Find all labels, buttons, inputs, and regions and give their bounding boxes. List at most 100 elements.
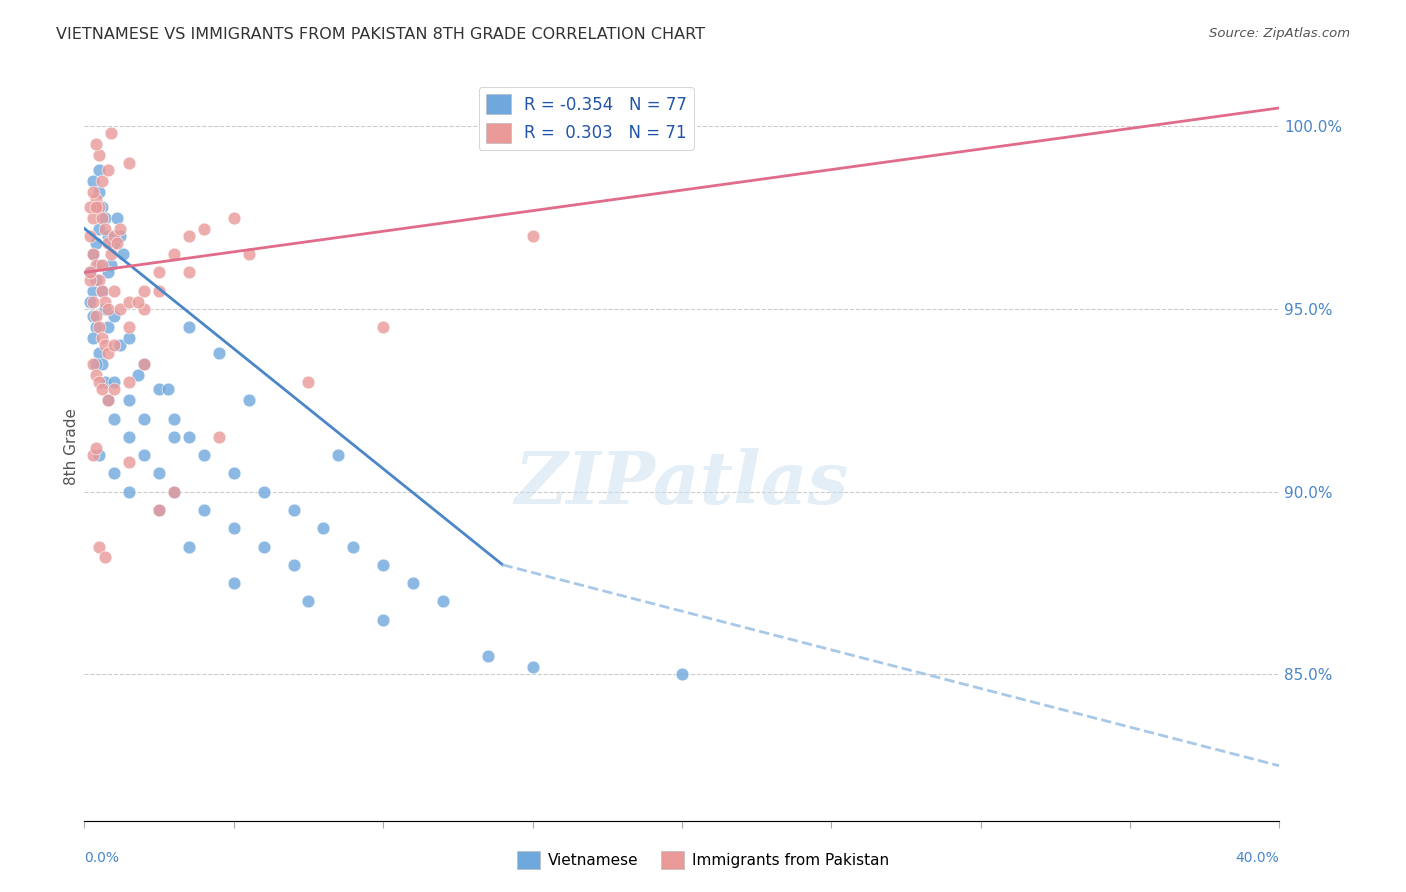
Point — [94, 221, 117, 235]
Point — [132, 301, 156, 316]
Point — [177, 540, 200, 554]
Point — [79, 200, 101, 214]
Point — [100, 127, 122, 141]
Point — [94, 550, 117, 565]
Point — [91, 357, 114, 371]
Point — [86, 137, 108, 152]
Point — [86, 258, 108, 272]
Point — [148, 467, 170, 481]
Point — [177, 430, 200, 444]
Point — [222, 467, 245, 481]
Point — [91, 174, 114, 188]
Point — [132, 357, 156, 371]
Point — [94, 294, 117, 309]
Point — [103, 411, 125, 425]
Point — [118, 294, 141, 309]
Point — [110, 301, 132, 316]
Point — [103, 228, 125, 243]
Point — [91, 382, 114, 396]
Point — [105, 211, 128, 225]
Text: 40.0%: 40.0% — [1236, 851, 1279, 865]
Point — [94, 211, 117, 225]
Point — [97, 301, 120, 316]
Point — [193, 221, 215, 235]
Point — [89, 221, 111, 235]
Point — [103, 467, 125, 481]
Point — [118, 375, 141, 389]
Point — [82, 211, 104, 225]
Point — [253, 484, 276, 499]
Point — [97, 236, 120, 251]
Point — [86, 441, 108, 455]
Point — [103, 284, 125, 298]
Point — [132, 357, 156, 371]
Point — [103, 236, 125, 251]
Point — [328, 448, 350, 462]
Point — [94, 338, 117, 352]
Point — [89, 375, 111, 389]
Point — [82, 185, 104, 199]
Point — [177, 228, 200, 243]
Point — [91, 331, 114, 345]
Point — [89, 448, 111, 462]
Point — [157, 382, 180, 396]
Point — [110, 228, 132, 243]
Point — [148, 265, 170, 279]
Point — [132, 448, 156, 462]
Point — [89, 185, 111, 199]
Point — [112, 247, 135, 261]
Point — [283, 503, 305, 517]
Point — [86, 368, 108, 382]
Point — [86, 236, 108, 251]
Point — [477, 649, 499, 664]
Point — [86, 320, 108, 334]
Legend: R = -0.354   N = 77, R =  0.303   N = 71: R = -0.354 N = 77, R = 0.303 N = 71 — [479, 87, 693, 150]
Point — [94, 375, 117, 389]
Point — [163, 484, 186, 499]
Point — [118, 393, 141, 408]
Point — [97, 393, 120, 408]
Point — [82, 294, 104, 309]
Point — [97, 265, 120, 279]
Point — [312, 521, 335, 535]
Point — [222, 211, 245, 225]
Point — [97, 346, 120, 360]
Point — [373, 613, 395, 627]
Point — [522, 660, 544, 674]
Point — [671, 667, 693, 681]
Point — [97, 163, 120, 178]
Text: 0.0%: 0.0% — [84, 851, 120, 865]
Point — [89, 346, 111, 360]
Text: VIETNAMESE VS IMMIGRANTS FROM PAKISTAN 8TH GRADE CORRELATION CHART: VIETNAMESE VS IMMIGRANTS FROM PAKISTAN 8… — [56, 27, 706, 42]
Point — [89, 200, 111, 214]
Point — [163, 247, 186, 261]
Point — [82, 247, 104, 261]
Point — [118, 430, 141, 444]
Point — [86, 310, 108, 324]
Point — [118, 484, 141, 499]
Point — [82, 284, 104, 298]
Point — [253, 540, 276, 554]
Point — [148, 503, 170, 517]
Point — [103, 382, 125, 396]
Point — [110, 338, 132, 352]
Point — [79, 265, 101, 279]
Point — [91, 258, 114, 272]
Point — [89, 148, 111, 162]
Point — [238, 247, 260, 261]
Point — [177, 320, 200, 334]
Point — [103, 310, 125, 324]
Point — [148, 284, 170, 298]
Point — [163, 411, 186, 425]
Point — [238, 393, 260, 408]
Point — [82, 331, 104, 345]
Point — [79, 228, 101, 243]
Point — [86, 273, 108, 287]
Point — [297, 594, 319, 608]
Point — [127, 368, 149, 382]
Point — [97, 393, 120, 408]
Point — [79, 294, 101, 309]
Point — [82, 174, 104, 188]
Point — [148, 503, 170, 517]
Point — [208, 346, 231, 360]
